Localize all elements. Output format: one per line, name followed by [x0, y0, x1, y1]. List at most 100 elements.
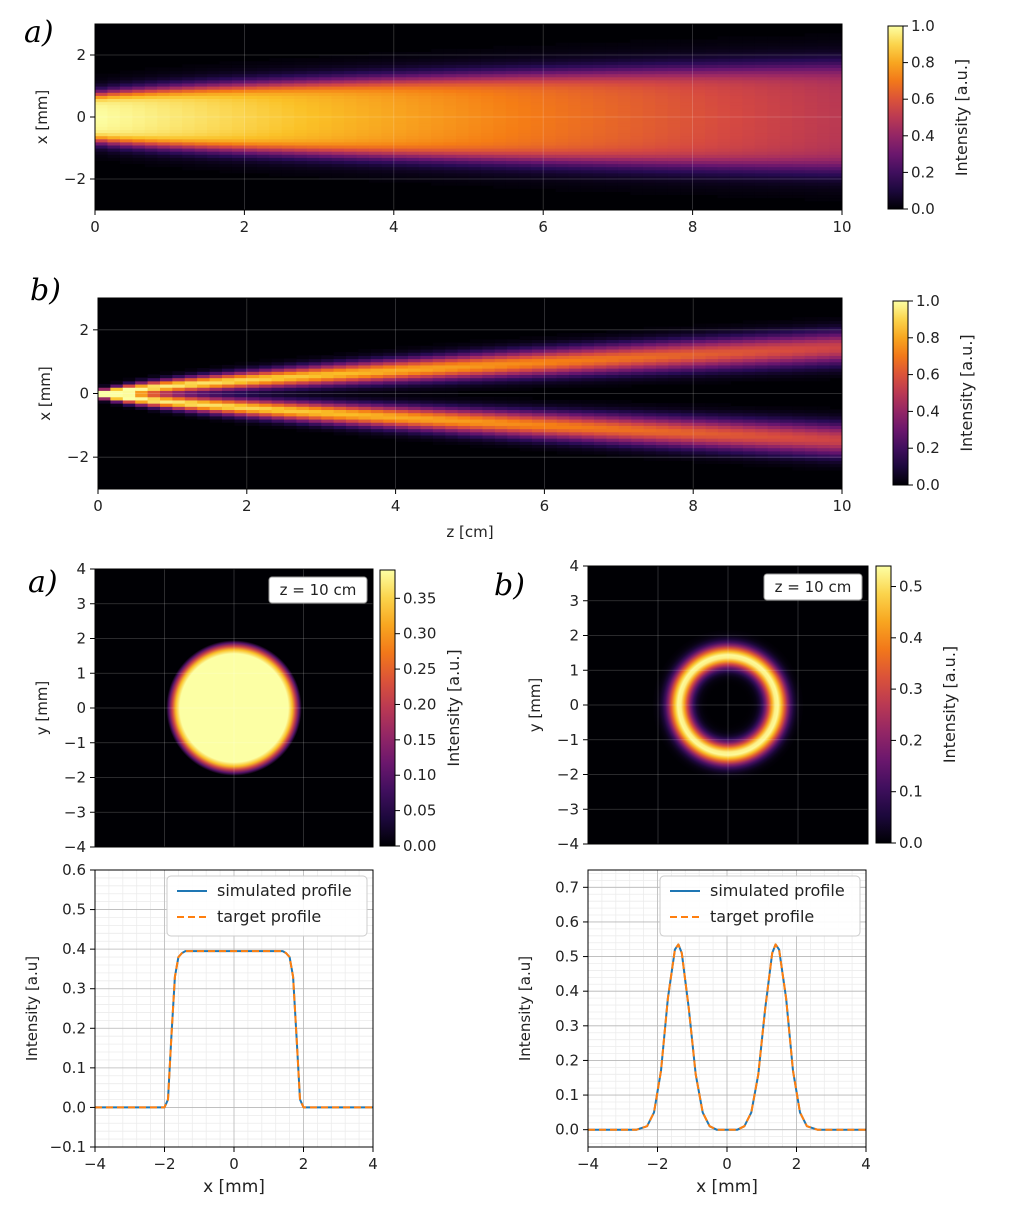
- heatmap-cell: [468, 117, 482, 121]
- heatmap-cell: [804, 425, 818, 430]
- heatmap-cell: [718, 368, 731, 372]
- heatmap-cell: [693, 447, 707, 452]
- heatmap-cell: [530, 138, 544, 143]
- heatmap-cell: [742, 92, 756, 96]
- heatmap-cell: [408, 418, 421, 423]
- heatmap-cell: [569, 342, 583, 347]
- heatmap-cell: [493, 48, 507, 53]
- heatmap-cell: [543, 148, 557, 152]
- heatmap-cell: [618, 431, 632, 436]
- heatmap-cell: [456, 141, 470, 146]
- heatmap-cell: [530, 113, 544, 118]
- heatmap-cell: [532, 415, 545, 420]
- heatmap-cell: [718, 371, 731, 375]
- heatmap-cell: [829, 82, 842, 87]
- heatmap-cell: [792, 317, 806, 321]
- heatmap-cell: [457, 364, 471, 369]
- heatmap-cell: [256, 95, 270, 99]
- heatmap-cell: [182, 144, 196, 149]
- heatmap-cell: [95, 92, 109, 96]
- x-tick-label: −4: [577, 1155, 599, 1173]
- heatmap-cell: [555, 157, 569, 161]
- heatmap-cell: [569, 358, 583, 363]
- heatmap-cell: [543, 55, 557, 59]
- heatmap-cell: [544, 428, 558, 433]
- heatmap-cell: [209, 406, 223, 411]
- heatmap-cell: [730, 358, 744, 363]
- heatmap-cell: [119, 120, 133, 124]
- heatmap-cell: [246, 361, 260, 366]
- heatmap-cell: [132, 104, 146, 109]
- heatmap-cell: [431, 169, 445, 174]
- heatmap-cell: [742, 358, 756, 363]
- heatmap-cell: [605, 86, 619, 90]
- heatmap-cell: [767, 135, 781, 140]
- heatmap-cell: [767, 70, 781, 75]
- heatmap-cell: [792, 377, 806, 382]
- heatmap-cell: [767, 374, 781, 379]
- heatmap-cell: [393, 166, 407, 171]
- heatmap-cell: [456, 144, 470, 149]
- heatmap-cell: [767, 358, 781, 363]
- heatmap-cell: [680, 441, 694, 446]
- heatmap-cell: [308, 412, 322, 417]
- heatmap-cell: [207, 98, 221, 103]
- heatmap-cell: [543, 67, 557, 72]
- heatmap-cell: [480, 51, 494, 56]
- heatmap-cell: [393, 70, 407, 75]
- heatmap-cell: [169, 67, 183, 72]
- heatmap-cell: [779, 36, 793, 41]
- heatmap-cell: [132, 120, 146, 124]
- heatmap-cell: [356, 175, 370, 180]
- heatmap-cell: [383, 358, 397, 363]
- heatmap-cell: [717, 101, 731, 106]
- heatmap-cell: [319, 123, 333, 127]
- heatmap-cell: [244, 151, 258, 155]
- heatmap-cell: [804, 89, 818, 93]
- heatmap-cell: [457, 355, 471, 360]
- heatmap-cell: [668, 422, 682, 426]
- heatmap-cell: [219, 129, 233, 134]
- heatmap-cell: [319, 160, 333, 165]
- heatmap-cell: [779, 55, 793, 59]
- heatmap-cell: [680, 67, 694, 72]
- heatmap-cell: [296, 409, 310, 414]
- heatmap-cell: [234, 406, 248, 411]
- heatmap-cell: [630, 98, 644, 103]
- heatmap-cell: [518, 185, 532, 189]
- heatmap-cell: [256, 169, 270, 174]
- heatmap-cell: [306, 67, 320, 72]
- heatmap-cell: [207, 135, 221, 140]
- heatmap-cell: [356, 61, 370, 65]
- heatmap-cell: [569, 409, 583, 414]
- heatmap-cell: [172, 396, 186, 401]
- heatmap-cell: [219, 138, 233, 143]
- heatmap-cell: [395, 412, 409, 417]
- heatmap-cell: [617, 76, 631, 81]
- heatmap-cell: [804, 141, 818, 146]
- heatmap-cell: [468, 169, 482, 174]
- heatmap-cell: [680, 415, 694, 420]
- heatmap-cell: [356, 76, 370, 81]
- heatmap-cell: [319, 104, 333, 109]
- heatmap-cell: [281, 157, 295, 161]
- y-tick-label: −0.1: [50, 1138, 86, 1156]
- heatmap-cell: [319, 101, 333, 106]
- heatmap-cell: [754, 45, 768, 50]
- heatmap-cell: [556, 438, 570, 442]
- heatmap-cell: [717, 48, 731, 53]
- heatmap-cell: [356, 70, 370, 75]
- heatmap-cell: [580, 185, 594, 189]
- heatmap-cell: [605, 64, 619, 68]
- heatmap-cell: [505, 79, 519, 84]
- heatmap-cell: [319, 172, 333, 177]
- heatmap-cell: [222, 415, 235, 420]
- heatmap-cell: [693, 377, 707, 382]
- heatmap-cell: [730, 342, 744, 347]
- heatmap-cell: [667, 138, 681, 143]
- heatmap-cell: [630, 188, 644, 192]
- heatmap-cell: [618, 450, 632, 455]
- heatmap-cell: [209, 409, 223, 414]
- heatmap-cell: [132, 123, 146, 127]
- heatmap-cell: [718, 348, 731, 353]
